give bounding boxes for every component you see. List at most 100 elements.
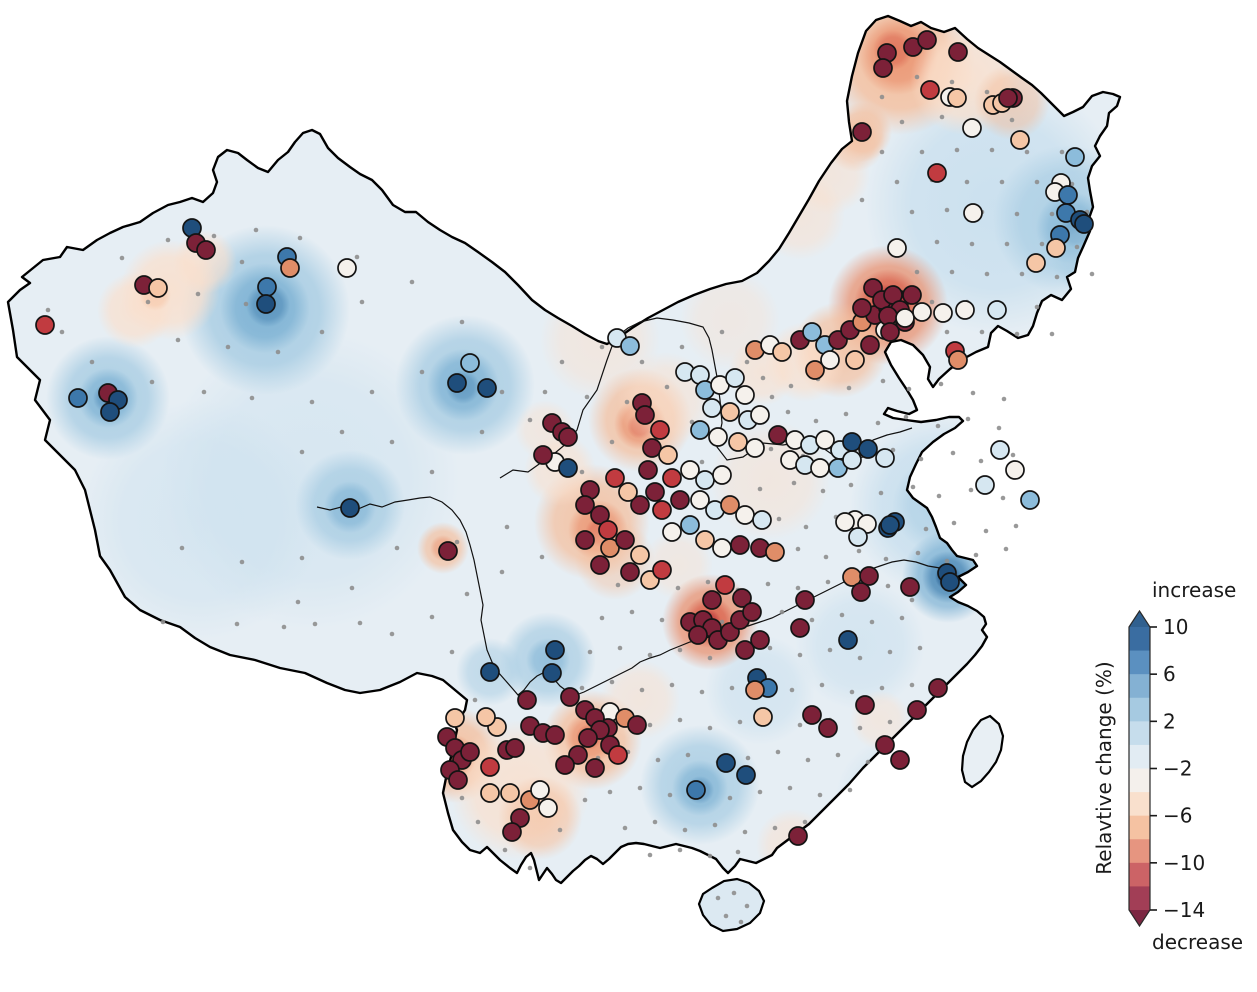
station-dot <box>688 625 708 645</box>
background-dot <box>299 449 305 455</box>
background-dot <box>875 420 881 426</box>
background-dot <box>1024 149 1030 155</box>
background-dot <box>599 615 605 621</box>
colorbar-segment <box>1129 839 1150 864</box>
station-dot <box>620 336 640 356</box>
background-dot <box>788 383 794 389</box>
station-dot <box>476 707 496 727</box>
background-dot <box>767 645 773 651</box>
background-dot <box>389 439 395 445</box>
station-dot <box>1065 147 1085 167</box>
station-dot <box>765 542 785 562</box>
station-dot <box>715 575 735 595</box>
station-dot <box>887 238 907 258</box>
station-dot <box>818 718 838 738</box>
background-dot <box>880 378 886 384</box>
station-dot <box>575 495 595 515</box>
background-dot <box>472 697 478 703</box>
station-dot <box>712 538 732 558</box>
background-dot <box>984 89 990 95</box>
background-dot <box>622 825 628 831</box>
background-dot <box>715 895 721 901</box>
station-dot <box>630 545 650 565</box>
colorbar-segment <box>1129 768 1150 793</box>
background-dot <box>791 480 797 486</box>
station-dot <box>638 460 658 480</box>
background-dot <box>757 789 763 795</box>
background-dot <box>839 612 845 618</box>
colorbar-arrow-bottom <box>1129 910 1150 926</box>
hainan-island <box>697 877 766 933</box>
background-dot <box>45 307 51 313</box>
background-dot <box>917 645 923 651</box>
colorbar-tick-label: 6 <box>1163 662 1176 686</box>
station-dot <box>878 306 898 326</box>
background-dot <box>582 797 588 803</box>
station-dot <box>880 515 900 535</box>
background-dot <box>779 609 785 615</box>
background-dot <box>768 446 774 452</box>
station-dot <box>560 687 580 707</box>
background-dot <box>499 569 505 575</box>
background-dot <box>527 417 533 423</box>
background-dot <box>969 241 975 247</box>
background-dot <box>587 649 593 655</box>
background-dot <box>757 486 763 492</box>
background-dot <box>195 291 201 297</box>
background-dot <box>1014 211 1020 217</box>
background-dot <box>664 384 670 390</box>
background-dot <box>677 717 683 723</box>
background-dot <box>869 619 875 625</box>
background-dot <box>1000 495 1006 501</box>
background-dot <box>949 269 955 275</box>
station-dot <box>530 780 550 800</box>
station-dot <box>927 163 947 183</box>
station-dot <box>645 482 665 502</box>
station-dot <box>768 425 788 445</box>
background-dot <box>859 197 865 203</box>
background-dot <box>1014 331 1020 337</box>
background-dot <box>950 450 956 456</box>
station-dot <box>745 680 765 700</box>
background-dot <box>744 359 750 365</box>
field-blob <box>80 400 320 640</box>
station-dot <box>720 402 740 422</box>
station-dot <box>620 562 640 582</box>
background-dot <box>795 585 801 591</box>
station-dot <box>735 640 755 660</box>
background-dot <box>712 822 718 828</box>
background-dot <box>699 689 705 695</box>
background-dot <box>429 614 435 620</box>
background-dot <box>737 719 743 725</box>
station-dot <box>955 300 975 320</box>
station-dot <box>558 458 578 478</box>
colorbar-segment <box>1129 721 1150 746</box>
background-dot <box>609 439 615 445</box>
background-dot <box>968 487 974 493</box>
station-dot <box>855 695 875 715</box>
background-dot <box>906 386 912 392</box>
background-dot <box>464 591 470 597</box>
background-dot <box>915 550 921 556</box>
background-dot <box>615 582 621 588</box>
station-dot <box>627 715 647 735</box>
background-dot <box>149 379 155 385</box>
station-dot <box>680 515 700 535</box>
station-dot <box>1046 238 1066 258</box>
colorbar-segment <box>1129 627 1150 652</box>
background-dot <box>787 785 793 791</box>
colorbar-segment <box>1129 674 1150 699</box>
colorbar-decrease-label: decrease <box>1152 930 1243 954</box>
colorbar-increase-label: increase <box>1152 578 1236 602</box>
background-dot <box>857 725 863 731</box>
background-dot <box>1049 331 1055 337</box>
background-dot <box>459 795 465 801</box>
station-dot <box>788 826 808 846</box>
colorbar-tick-label: −10 <box>1163 851 1205 875</box>
station-dot <box>735 505 755 525</box>
station-dot <box>686 780 706 800</box>
background-dot <box>669 682 675 688</box>
station-dot <box>848 527 868 547</box>
station-dot <box>940 572 960 592</box>
background-dot <box>843 411 849 417</box>
